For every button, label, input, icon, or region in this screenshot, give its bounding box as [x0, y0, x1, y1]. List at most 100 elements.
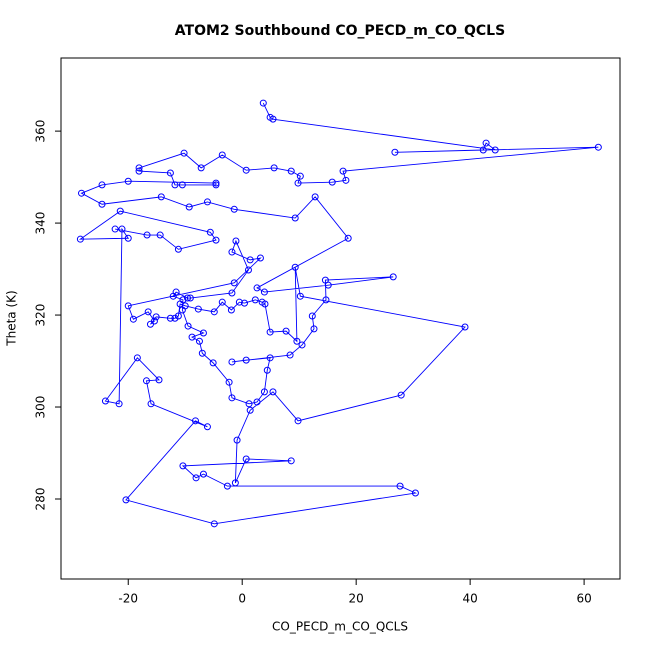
data-point [152, 313, 160, 321]
x-tick-label: 0 [238, 592, 246, 606]
data-point [155, 376, 163, 384]
data-point [482, 139, 490, 147]
data-point [203, 423, 211, 431]
data-point [291, 263, 299, 271]
data-point [156, 231, 164, 239]
data-point [129, 315, 137, 323]
data-point [184, 322, 192, 330]
data-point [242, 166, 250, 174]
data-point [228, 289, 236, 297]
data-point [199, 329, 207, 337]
data-point [240, 299, 248, 307]
data-point [594, 143, 602, 151]
data-point [270, 164, 278, 172]
data-point [144, 308, 152, 316]
data-point [181, 302, 189, 310]
data-point [192, 474, 200, 482]
data-point [321, 276, 329, 284]
data-point [174, 312, 182, 320]
data-point [115, 400, 123, 408]
chart-title: ATOM2 Southbound CO_PECD_m_CO_QCLS [175, 23, 505, 39]
data-point [223, 482, 231, 490]
data-point [397, 391, 405, 399]
y-tick-label: 340 [34, 212, 48, 235]
data-point [218, 298, 226, 306]
data-point [344, 234, 352, 242]
data-point [225, 378, 233, 386]
data-point [296, 172, 304, 180]
data-point [198, 349, 206, 357]
data-point [266, 354, 274, 362]
data-point [191, 417, 199, 425]
data-point [291, 214, 299, 222]
data-point [78, 189, 86, 197]
data-point [263, 366, 271, 374]
data-point [261, 300, 269, 308]
data-point [389, 273, 397, 281]
data-point [328, 178, 336, 186]
data-point [188, 333, 196, 341]
data-point [253, 284, 261, 292]
y-tick-label: 320 [34, 304, 48, 327]
data-point [251, 296, 259, 304]
data-point [253, 398, 261, 406]
data-point [228, 358, 236, 366]
data-point [260, 288, 268, 296]
data-point [311, 193, 319, 201]
data-point [122, 496, 130, 504]
data-point [411, 489, 419, 497]
data-point [197, 164, 205, 172]
data-point [342, 176, 350, 184]
data-point [185, 203, 193, 211]
data-point [391, 148, 399, 156]
data-point [98, 200, 106, 208]
data-point [269, 388, 277, 396]
data-point [231, 479, 239, 487]
data-point [260, 388, 268, 396]
data-point [479, 146, 487, 154]
data-point [308, 312, 316, 320]
data-point [186, 294, 194, 302]
data-point [282, 327, 290, 335]
data-point [491, 146, 499, 154]
data-point [212, 181, 220, 189]
data-point [228, 248, 236, 256]
data-point [296, 292, 304, 300]
data-point [133, 354, 141, 362]
data-point [179, 462, 187, 470]
data-point [298, 341, 306, 349]
data-point [287, 167, 295, 175]
data-point [256, 254, 264, 262]
data-point [212, 236, 220, 244]
data-point [232, 237, 240, 245]
data-point [322, 296, 330, 304]
data-point [166, 314, 174, 322]
data-point [199, 470, 207, 478]
x-axis-label: CO_PECD_m_CO_QCLS [272, 620, 408, 634]
data-point [135, 164, 143, 172]
data-point [209, 359, 217, 367]
data-point [184, 294, 192, 302]
data-point [178, 181, 186, 189]
data-point [266, 328, 274, 336]
data-point [228, 394, 236, 402]
data-point [269, 115, 277, 123]
data-point [293, 337, 301, 345]
data-point [233, 436, 241, 444]
y-tick-label: 360 [34, 120, 48, 143]
y-tick-label: 300 [34, 396, 48, 419]
data-point [124, 302, 132, 310]
x-tick-label: -20 [118, 592, 138, 606]
data-point [101, 397, 109, 405]
data-point [142, 377, 150, 385]
data-point [294, 417, 302, 425]
data-point [166, 169, 174, 177]
data-point [172, 288, 180, 296]
x-tick-label: 40 [462, 592, 477, 606]
data-point [195, 337, 203, 345]
data-point [135, 167, 143, 175]
data-point [246, 406, 254, 414]
data-point [111, 225, 119, 233]
